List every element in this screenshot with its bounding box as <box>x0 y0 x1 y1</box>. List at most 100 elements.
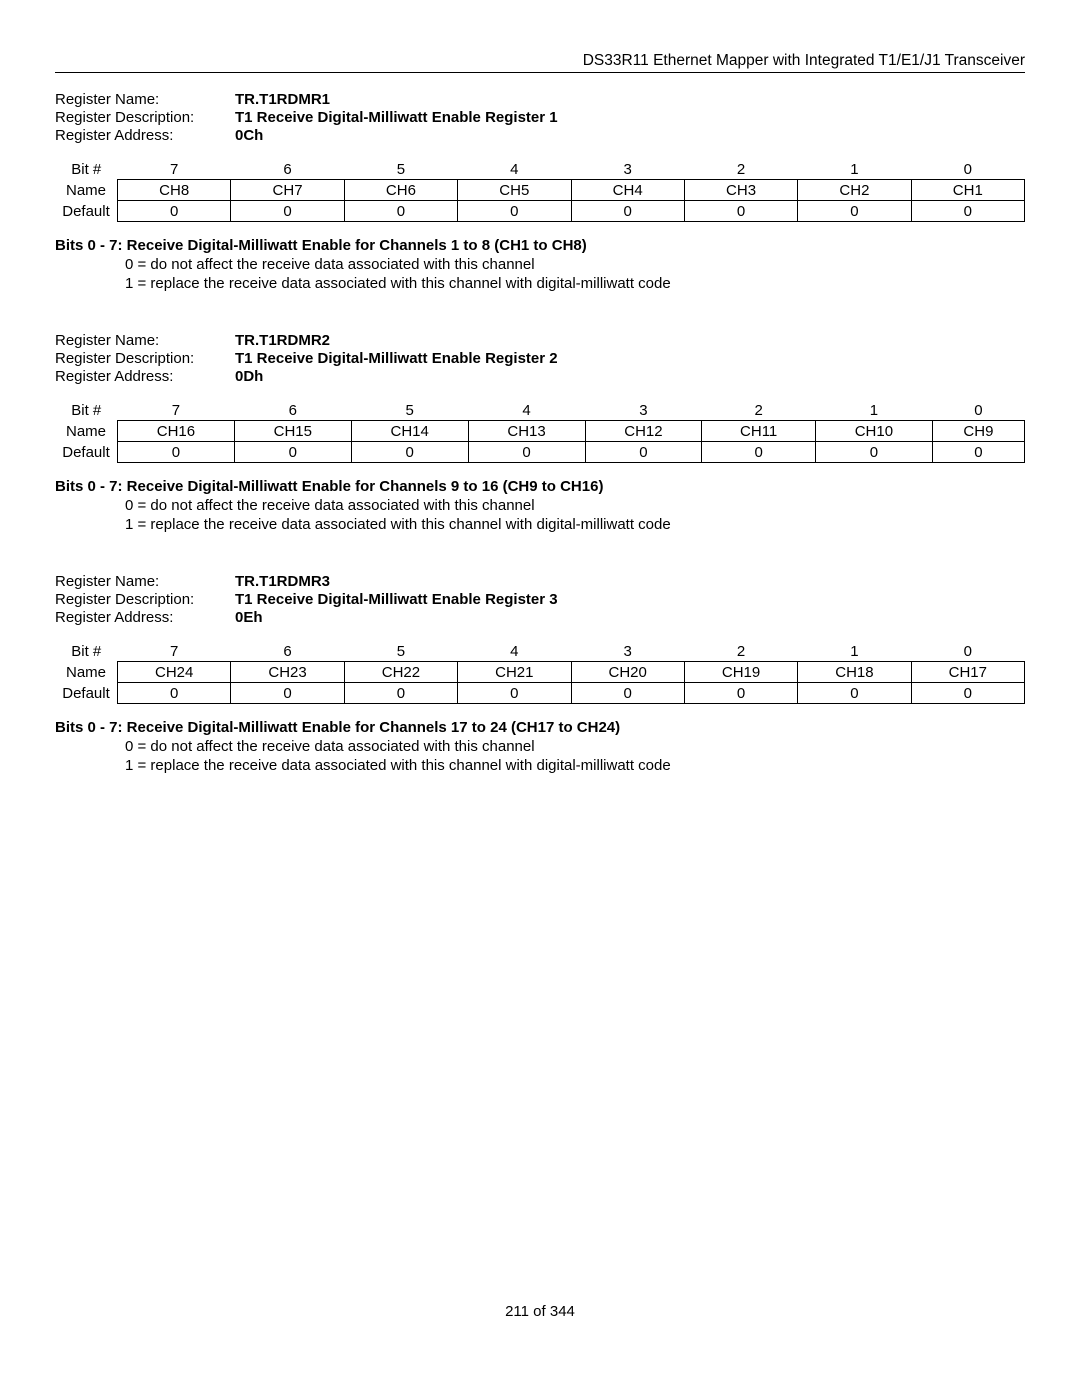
bit-number: 4 <box>468 400 585 421</box>
bit-default-cell: 0 <box>351 442 468 463</box>
bit-default-cell: 0 <box>911 201 1024 222</box>
bit-number: 5 <box>351 400 468 421</box>
row-label-default: Default <box>55 683 118 704</box>
bit-name-cell: CH7 <box>231 180 344 201</box>
bits-title: Bits 0 - 7: Receive Digital-Milliwatt En… <box>55 478 1025 495</box>
register-description: T1 Receive Digital-Milliwatt Enable Regi… <box>235 350 558 367</box>
register-block: Register Name:TR.T1RDMR2Register Descrip… <box>55 332 1025 533</box>
row-label-name: Name <box>55 180 118 201</box>
register-name: TR.T1RDMR1 <box>235 91 330 108</box>
bit-default-cell: 0 <box>344 201 457 222</box>
bit-name-cell: CH6 <box>344 180 457 201</box>
bit-name-cell: CH8 <box>118 180 231 201</box>
meta-label: Register Description: <box>55 109 235 126</box>
bit-default-cell: 0 <box>798 683 911 704</box>
bit-number: 3 <box>571 641 684 662</box>
bit-default-cell: 0 <box>815 442 932 463</box>
register-address: 0Eh <box>235 609 263 626</box>
bit-name-cell: CH18 <box>798 662 911 683</box>
bit-name-cell: CH19 <box>684 662 797 683</box>
bit-default-cell: 0 <box>118 442 235 463</box>
bit-number: 1 <box>815 400 932 421</box>
bit-default-cell: 0 <box>932 442 1024 463</box>
bit-name-cell: CH22 <box>344 662 457 683</box>
bit-name-cell: CH23 <box>231 662 344 683</box>
meta-label: Register Address: <box>55 127 235 144</box>
bit-default-cell: 0 <box>684 683 797 704</box>
bit-default-cell: 0 <box>702 442 816 463</box>
bit-number: 0 <box>932 400 1024 421</box>
bit-name-cell: CH17 <box>911 662 1024 683</box>
meta-label: Register Name: <box>55 91 235 108</box>
register-description: T1 Receive Digital-Milliwatt Enable Regi… <box>235 591 558 608</box>
register-name: TR.T1RDMR3 <box>235 573 330 590</box>
bit-number: 7 <box>118 641 231 662</box>
bit-name-cell: CH3 <box>684 180 797 201</box>
bit-number: 3 <box>585 400 702 421</box>
bit-number: 4 <box>458 159 571 180</box>
row-label-bit: Bit # <box>55 159 118 180</box>
register-address: 0Ch <box>235 127 263 144</box>
bit-number: 2 <box>684 641 797 662</box>
bit-number: 7 <box>118 400 235 421</box>
register-address: 0Dh <box>235 368 263 385</box>
bit-name-cell: CH11 <box>702 421 816 442</box>
bit-name-cell: CH21 <box>458 662 571 683</box>
bit-number: 3 <box>571 159 684 180</box>
meta-label: Register Description: <box>55 591 235 608</box>
bit-default-cell: 0 <box>911 683 1024 704</box>
bit-default-cell: 0 <box>234 442 351 463</box>
bit-default-cell: 0 <box>571 201 684 222</box>
bits-title: Bits 0 - 7: Receive Digital-Milliwatt En… <box>55 719 1025 736</box>
bit-default-cell: 0 <box>684 201 797 222</box>
bit-default-cell: 0 <box>458 683 571 704</box>
bit-number: 6 <box>234 400 351 421</box>
bit-number: 7 <box>118 159 231 180</box>
bit-name-cell: CH2 <box>798 180 911 201</box>
bit-name-cell: CH24 <box>118 662 231 683</box>
bit-table: Bit #76543210NameCH24CH23CH22CH21CH20CH1… <box>55 641 1025 704</box>
doc-title: DS33R11 Ethernet Mapper with Integrated … <box>55 50 1025 73</box>
bit-name-cell: CH15 <box>234 421 351 442</box>
bit-number: 2 <box>684 159 797 180</box>
meta-label: Register Name: <box>55 573 235 590</box>
bit-default-cell: 0 <box>231 683 344 704</box>
bit-number: 0 <box>911 641 1024 662</box>
register-name: TR.T1RDMR2 <box>235 332 330 349</box>
bit-name-cell: CH14 <box>351 421 468 442</box>
bit-number: 5 <box>344 159 457 180</box>
bit-number: 2 <box>702 400 816 421</box>
page-footer: 211 of 344 <box>55 1303 1025 1320</box>
bit-default-cell: 0 <box>118 201 231 222</box>
register-block: Register Name:TR.T1RDMR1Register Descrip… <box>55 91 1025 292</box>
meta-label: Register Description: <box>55 350 235 367</box>
bit-name-cell: CH9 <box>932 421 1024 442</box>
bit-table: Bit #76543210NameCH16CH15CH14CH13CH12CH1… <box>55 400 1025 463</box>
meta-label: Register Name: <box>55 332 235 349</box>
bit-number: 1 <box>798 641 911 662</box>
row-label-bit: Bit # <box>55 641 118 662</box>
bit-number: 6 <box>231 641 344 662</box>
bit-name-cell: CH5 <box>458 180 571 201</box>
bit-name-cell: CH12 <box>585 421 702 442</box>
bit-number: 6 <box>231 159 344 180</box>
bits-line-0: 0 = do not affect the receive data assoc… <box>55 738 1025 755</box>
bits-line-1: 1 = replace the receive data associated … <box>55 275 1025 292</box>
meta-label: Register Address: <box>55 609 235 626</box>
bits-line-1: 1 = replace the receive data associated … <box>55 757 1025 774</box>
bits-line-1: 1 = replace the receive data associated … <box>55 516 1025 533</box>
bits-line-0: 0 = do not affect the receive data assoc… <box>55 497 1025 514</box>
row-label-name: Name <box>55 421 118 442</box>
bit-name-cell: CH4 <box>571 180 684 201</box>
bit-name-cell: CH13 <box>468 421 585 442</box>
row-label-default: Default <box>55 201 118 222</box>
register-block: Register Name:TR.T1RDMR3Register Descrip… <box>55 573 1025 774</box>
bit-default-cell: 0 <box>458 201 571 222</box>
bits-line-0: 0 = do not affect the receive data assoc… <box>55 256 1025 273</box>
row-label-default: Default <box>55 442 118 463</box>
bit-default-cell: 0 <box>798 201 911 222</box>
bit-default-cell: 0 <box>585 442 702 463</box>
bit-number: 1 <box>798 159 911 180</box>
bit-name-cell: CH1 <box>911 180 1024 201</box>
bit-default-cell: 0 <box>468 442 585 463</box>
